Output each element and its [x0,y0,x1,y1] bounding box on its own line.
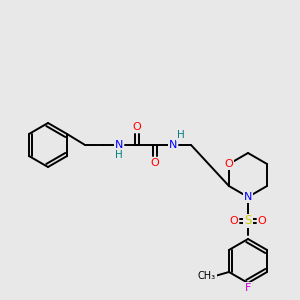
Text: CH₃: CH₃ [198,271,216,281]
Text: O: O [230,216,238,226]
Text: N: N [115,140,123,150]
Text: O: O [151,158,159,168]
Text: H: H [115,150,123,160]
Text: S: S [244,214,252,227]
Text: O: O [225,159,233,169]
Text: O: O [258,216,266,226]
Text: O: O [133,122,141,132]
Text: N: N [244,192,252,202]
Text: H: H [177,130,185,140]
Text: N: N [169,140,177,150]
Text: F: F [245,283,251,293]
